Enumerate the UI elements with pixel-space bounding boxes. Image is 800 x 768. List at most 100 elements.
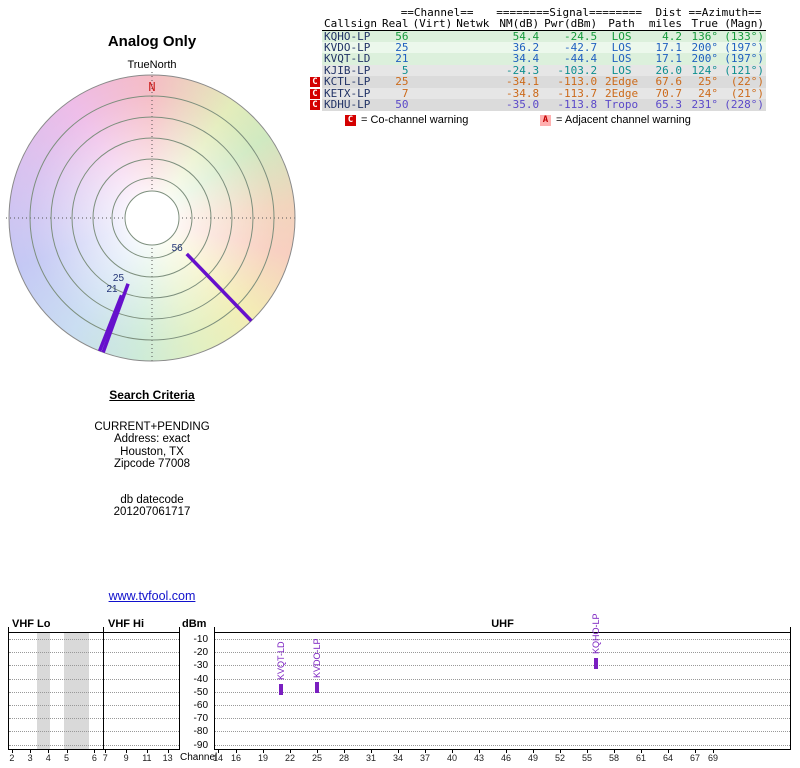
table-group-header-row: ==Channel== ========Signal======== Dist … (308, 6, 766, 18)
channel-tick-label: 28 (338, 753, 350, 763)
dbm-tick-label: -70 (193, 713, 208, 725)
gridline (104, 705, 179, 706)
signal-table: ==Channel== ========Signal======== Dist … (308, 6, 766, 111)
cell-miles: 4.2 (643, 30, 684, 42)
cell-nm: -34.8 (494, 87, 542, 99)
cell-magn: (197°) (719, 41, 766, 53)
cell-nm: 54.4 (494, 30, 542, 42)
gridline (104, 718, 179, 720)
channel-tick-label: 43 (473, 753, 485, 763)
cell-virt (410, 30, 455, 42)
channel-tick-label: 34 (392, 753, 404, 763)
table-column-header-row: Callsign Real (Virt) Netwk NM(dB) Pwr(dB… (308, 17, 766, 31)
channel-tick (218, 750, 219, 753)
cell-netwk (454, 30, 495, 42)
col-callsign: Callsign (322, 18, 380, 31)
channel-tick-label: 2 (9, 753, 15, 763)
dbm-tick-label: -10 (193, 634, 208, 645)
band-boundary-tick (8, 627, 9, 632)
dbm-axis-label: dBm (182, 618, 207, 630)
channel-tick (713, 750, 714, 753)
channel-tick (66, 750, 68, 753)
dbm-tick-label: -30 (193, 660, 208, 672)
signal-callsign-label: KQHO-LP (591, 613, 601, 655)
channel-tick (263, 750, 264, 753)
north-marker: N (148, 80, 156, 94)
channel-tick (94, 750, 96, 753)
channel-tick (614, 750, 615, 753)
cell-true: 124° (683, 64, 720, 76)
gridline (9, 731, 103, 733)
co-channel-warning-text: = Co-channel warning (361, 114, 469, 126)
cell-nm: 36.2 (494, 41, 542, 53)
cell-miles: 17.1 (643, 53, 684, 65)
gridline (9, 705, 103, 706)
legend-cochannel: C = Co-channel warning (345, 114, 468, 126)
warning-marker-cell: C (308, 99, 322, 111)
cell-virt (410, 41, 455, 53)
col-virt: (Virt) (410, 17, 455, 31)
channel-tick (290, 750, 291, 753)
cell-netwk (454, 53, 495, 65)
gridline (215, 718, 790, 720)
gridline (104, 639, 179, 640)
co-channel-warning-icon: C (310, 88, 320, 99)
col-netwk: Netwk (454, 18, 495, 31)
cell-nm: -24.3 (494, 64, 542, 76)
tvfool-link[interactable]: www.tvfool.com (108, 589, 196, 603)
true-north-label: TrueNorth (127, 59, 177, 71)
table-row: C KETX-LP 7 -34.8 -113.7 2Edge 70.7 24° (21°) (308, 87, 766, 99)
cell-callsign: KVDO-LP (322, 41, 380, 53)
cell-true: 25° (683, 76, 720, 88)
cell-miles: 65.3 (643, 99, 684, 111)
dbm-tick-label: -40 (193, 673, 208, 685)
cell-pwr: -24.5 (541, 30, 600, 42)
gridline (104, 691, 179, 693)
channel-tick-label: 55 (581, 753, 593, 763)
cell-virt (410, 53, 455, 65)
dbm-tick-label: -50 (193, 686, 208, 698)
band-boundary-tick (103, 627, 104, 632)
search-line-zip: Zipcode 77008 (113, 458, 191, 471)
cell-path: Tropo (599, 99, 644, 111)
warning-marker-cell (308, 42, 322, 54)
table-row: KVDO-LP 25 36.2 -42.7 LOS 17.1 200° (197°) (308, 41, 766, 54)
channel-tick (105, 750, 107, 753)
spectrum-chart: VHF Lo VHF Hi dBm UHF Channel -10 -20 -30-… (0, 613, 800, 768)
cell-path: LOS (599, 64, 644, 76)
gridline (9, 665, 103, 667)
cell-miles: 70.7 (643, 87, 684, 99)
co-channel-warning-icon: C (310, 77, 320, 88)
cell-callsign: KDHU-LP (322, 99, 380, 111)
cell-pwr: -113.0 (541, 76, 600, 88)
cell-nm: -35.0 (494, 99, 542, 111)
channel-tick (506, 750, 507, 753)
spoke-channel-label: 21 (106, 284, 118, 295)
gridline (9, 744, 103, 746)
band-boundary-tick (790, 627, 791, 632)
channel-tick-label: 16 (230, 753, 242, 763)
gridline (215, 678, 790, 680)
channel-tick (668, 750, 669, 753)
channel-tick-label: 31 (365, 753, 377, 763)
channel-tick-label: 11 (142, 753, 152, 763)
band-label-uhf: UHF (491, 618, 514, 630)
cell-path: LOS (599, 30, 644, 42)
cell-netwk (454, 64, 495, 76)
vhf-hi-panel (103, 632, 180, 750)
cell-nm: -34.1 (494, 76, 542, 88)
cell-magn: (22°) (719, 76, 766, 88)
cell-real: 21 (380, 53, 411, 65)
spoke-channel-label: 56 (172, 243, 184, 254)
channel-tick (30, 750, 32, 753)
band-boundary-tick (214, 627, 215, 632)
cell-pwr: -113.7 (541, 87, 600, 99)
cell-true: 200° (683, 53, 720, 65)
dbm-tick-label: -20 (193, 647, 208, 659)
cell-pwr: -103.2 (541, 64, 600, 76)
channel-tick-label: 46 (500, 753, 512, 763)
channel-axis-label: Channel (180, 752, 218, 763)
channel-tick (452, 750, 453, 753)
